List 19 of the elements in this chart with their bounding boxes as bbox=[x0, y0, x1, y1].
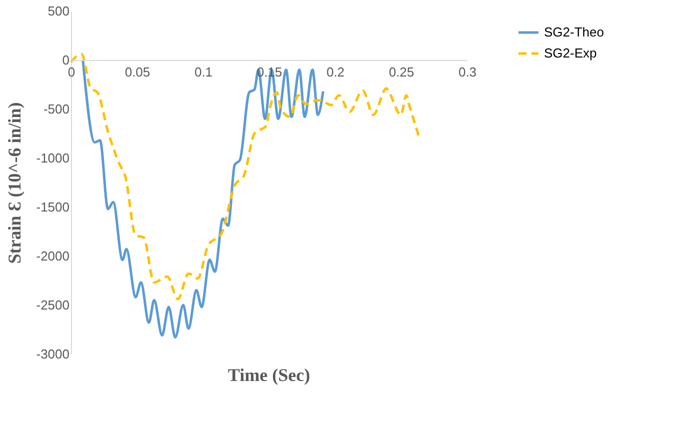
y-tick-label: -500 bbox=[43, 102, 70, 116]
y-tick-label: -1500 bbox=[36, 200, 70, 214]
legend-label: SG2-Exp bbox=[544, 46, 597, 60]
line-series bbox=[70, 52, 421, 300]
y-tick-label: 500 bbox=[48, 4, 70, 18]
y-tick-label: -1000 bbox=[36, 150, 70, 166]
line-series bbox=[82, 58, 324, 339]
x-tick-label: 0.25 bbox=[388, 64, 414, 80]
x-tick-label: 0.05 bbox=[124, 64, 150, 80]
legend-label: SG2-Theo bbox=[544, 24, 604, 40]
x-tick-label: 0.3 bbox=[458, 64, 477, 80]
x-axis-title: Time (Sec) bbox=[228, 365, 310, 385]
y-tick-label: 0 bbox=[62, 52, 70, 68]
y-tick-label: -2000 bbox=[36, 248, 70, 264]
y-tick-label: -2500 bbox=[36, 298, 70, 312]
y-axis-title: Strain Ɛ (10^-6 in/in) bbox=[4, 102, 24, 264]
x-tick-label: 0.1 bbox=[194, 64, 213, 80]
y-tick-label: -3000 bbox=[36, 346, 70, 362]
x-tick-label: 0.2 bbox=[326, 64, 345, 80]
